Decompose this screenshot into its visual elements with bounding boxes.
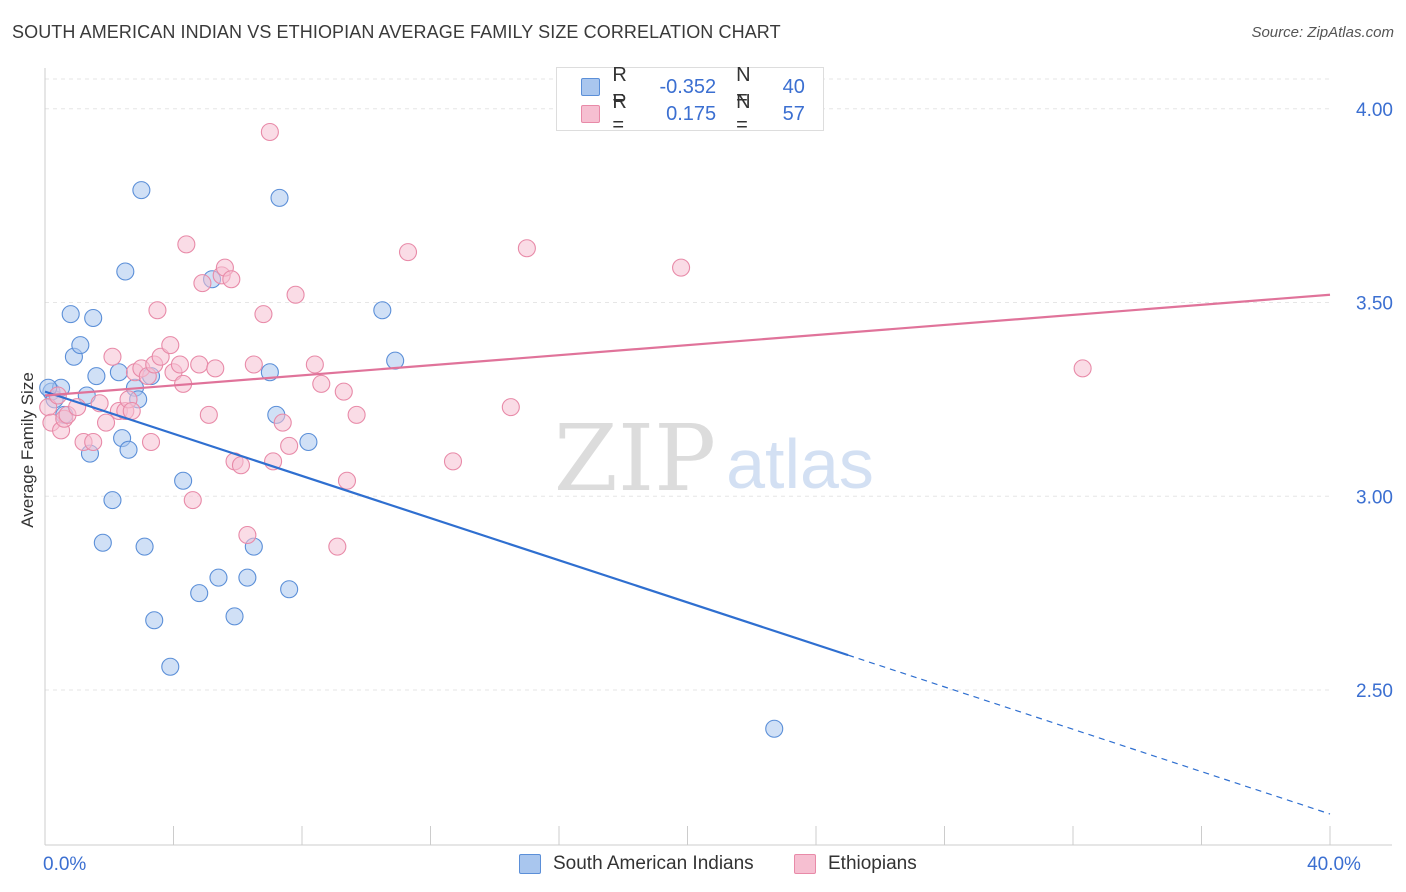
point-ethiopian — [286, 285, 305, 304]
point-ethiopian — [244, 355, 263, 374]
legend-swatch-pink — [794, 854, 816, 874]
point-ethiopian — [183, 491, 202, 510]
point-ethiopian — [328, 537, 347, 556]
stats-row-south-american-indians: R = -0.352 N = 40 — [581, 64, 823, 109]
point-ethiopian — [254, 305, 273, 324]
point-ethiopian — [141, 432, 161, 452]
point-ethiopian — [177, 235, 196, 254]
point-ethiopian — [280, 436, 299, 455]
n-label: N = — [736, 64, 751, 109]
y-axis-label: Average Family Size — [18, 372, 37, 528]
point-south-american-indian — [765, 719, 784, 738]
r-value: -0.352 — [659, 75, 717, 98]
point-south-american-indian — [84, 308, 103, 328]
trend-line-extension — [847, 654, 1331, 815]
point-ethiopian — [337, 471, 357, 490]
chart-title: SOUTH AMERICAN INDIAN VS ETHIOPIAN AVERA… — [12, 22, 781, 42]
point-south-american-indian — [161, 657, 180, 676]
point-ethiopian — [398, 243, 418, 262]
point-ethiopian — [151, 347, 170, 366]
legend-swatch-blue — [519, 854, 541, 874]
point-ethiopian — [305, 355, 324, 374]
legend-item-ethiopians[interactable]: Ethiopians — [794, 851, 917, 877]
point-ethiopian — [190, 355, 209, 374]
trend-line-south-american-indians — [44, 390, 849, 657]
point-ethiopian — [672, 258, 691, 277]
r-label: R = — [612, 91, 627, 136]
point-south-american-indian — [145, 611, 164, 630]
point-ethiopian — [238, 525, 257, 545]
stats-row-ethiopians: R = 0.175 N = 57 — [581, 91, 823, 136]
point-ethiopian — [206, 359, 225, 378]
point-ethiopian — [443, 452, 463, 471]
point-ethiopian — [347, 405, 366, 424]
point-ethiopian — [231, 456, 251, 475]
x-tick-label: 40.0% — [1307, 854, 1361, 875]
point-south-american-indian — [225, 607, 244, 626]
r-value: 0.175 — [666, 102, 717, 125]
point-ethiopian — [122, 401, 141, 421]
trend-line-ethiopians — [44, 293, 1331, 397]
y-tick-label: 2.50 — [1356, 681, 1393, 702]
tick-labels: 2.50 3.00 3.50 4.00 0.0% 40.0% — [43, 100, 1393, 875]
point-south-american-indian — [270, 188, 289, 207]
point-south-american-indian — [87, 367, 106, 386]
point-south-american-indian — [132, 181, 151, 200]
point-ethiopian — [170, 355, 189, 374]
x-tick-label: 0.0% — [43, 854, 86, 875]
point-south-american-indian — [109, 363, 128, 382]
point-south-american-indian — [119, 440, 138, 459]
watermark-atlas: atlas — [726, 425, 874, 503]
point-ethiopian — [517, 239, 536, 258]
legend-item-south-american-indians[interactable]: South American Indians — [519, 851, 754, 877]
stats-swatch-pink — [581, 105, 601, 123]
y-tick-label: 3.50 — [1356, 294, 1393, 315]
point-south-american-indian — [103, 491, 122, 510]
point-south-american-indian — [116, 262, 135, 281]
point-south-american-indian — [174, 471, 193, 490]
point-ethiopian — [193, 274, 212, 293]
point-ethiopian — [199, 405, 218, 424]
r-label: R = — [612, 64, 627, 109]
point-ethiopian — [161, 336, 180, 355]
grid-lines — [45, 78, 1330, 691]
stats-swatch-blue — [581, 78, 601, 96]
watermark-zip: ZIP — [554, 405, 716, 512]
trend-lines — [44, 293, 1331, 815]
point-ethiopian — [148, 301, 167, 320]
n-label: N = — [736, 91, 751, 136]
point-ethiopian — [103, 347, 122, 366]
point-south-american-indian — [373, 301, 392, 320]
point-ethiopian — [273, 413, 292, 432]
point-south-american-indian — [61, 305, 80, 324]
point-south-american-indian — [238, 568, 257, 587]
point-ethiopian — [260, 122, 279, 142]
legend-label: South American Indians — [553, 853, 754, 874]
point-ethiopian — [334, 382, 353, 401]
legend-label: Ethiopians — [828, 853, 917, 874]
y-axis-label-wrap: Average Family Size — [14, 300, 42, 600]
point-south-american-indian — [71, 336, 90, 355]
point-ethiopian — [84, 432, 103, 452]
point-ethiopian — [312, 374, 331, 393]
point-ethiopian — [222, 270, 241, 289]
point-south-american-indian — [209, 568, 228, 587]
point-ethiopian — [1073, 359, 1092, 378]
y-tick-label: 4.00 — [1356, 100, 1393, 121]
chart-source: Source: ZipAtlas.com — [1251, 24, 1394, 41]
stats-box: R = -0.352 N = 40 R = 0.175 N = 57 — [556, 64, 824, 136]
point-south-american-indian — [190, 584, 209, 603]
y-tick-label: 3.00 — [1356, 487, 1393, 508]
axes — [44, 68, 1392, 846]
n-value: 40 — [782, 75, 805, 98]
point-ethiopian — [96, 413, 116, 432]
watermark: ZIP atlas — [554, 405, 874, 512]
point-south-american-indian — [93, 533, 112, 552]
point-south-american-indian — [135, 537, 154, 556]
point-ethiopian — [501, 398, 520, 417]
n-value: 57 — [782, 102, 805, 125]
point-south-american-indian — [299, 432, 318, 452]
point-south-american-indian — [280, 580, 299, 599]
